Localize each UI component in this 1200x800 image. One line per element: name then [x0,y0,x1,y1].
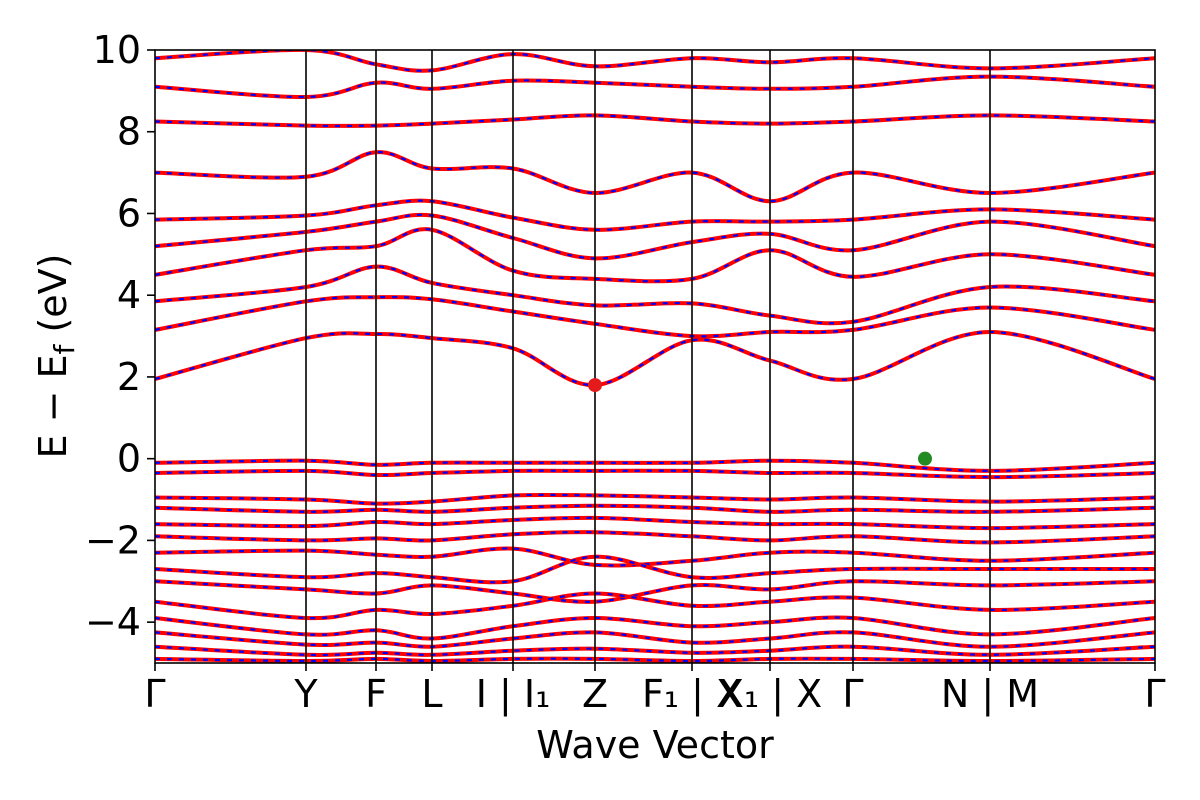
band-line-dashed-17 [155,547,1155,567]
band-line-dashed-24 [155,657,1155,663]
y-tick-label: 0 [117,437,141,481]
band-line-dashed-18 [155,555,1155,584]
band-line-dashed-10 [155,50,1155,72]
band-line-20 [155,591,1155,621]
band-line-13 [155,492,1155,506]
y-tick-label: 2 [117,355,141,399]
band-line-dashed-23 [155,645,1155,657]
x-tick-label: N | M [941,672,1039,717]
band-line-dashed-20 [155,592,1155,620]
band-line-14 [155,503,1155,514]
band-line-dashed-15 [155,516,1155,530]
x-tick-label: Y [293,672,318,716]
band-line-dashed-7 [155,151,1155,203]
band-line-dashed-1 [155,330,1155,387]
band-line-dashed-16 [155,531,1155,544]
y-axis: 10 8 6 4 2 0 −2 −4 [85,28,155,644]
x-axis-title: Wave Vector [536,723,774,767]
band-line-3 [155,264,1155,326]
band-line-dashed-13 [155,493,1155,505]
band-line-dashed-9 [155,75,1155,99]
band-edge-markers [588,378,932,466]
y-tick-label: −2 [85,518,141,562]
x-tick-label: F [365,672,387,716]
band-line-6 [155,198,1155,232]
band-line-4 [155,227,1155,284]
band-line-dashed-5 [155,213,1155,260]
x-tick-label: Γ [1144,672,1165,716]
x-tick-label: I | I₁ [476,672,551,717]
x-tick-label: X₁ | X [718,672,822,717]
y-tick-label: −4 [85,600,141,644]
x-tick-label: L [421,672,442,716]
band-line-9 [155,74,1155,100]
band-line-dashed-8 [155,114,1155,128]
band-line-7 [155,150,1155,204]
band-line-dashed-22 [155,631,1155,648]
band-line-dashed-11 [155,459,1155,473]
y-tick-label: 8 [117,110,141,154]
band-line-dashed-14 [155,504,1155,513]
x-tick-label: F₁ | X [642,672,742,717]
band-line-24 [155,656,1155,663]
y-axis-title: E − Ef (eV) [31,253,81,458]
band-line-dashed-2 [155,295,1155,338]
band-line-dashed-12 [155,469,1155,479]
x-tick-label: Γ [842,672,863,716]
vbm-marker [918,451,932,466]
x-tick-label: Z [582,672,608,716]
band-lines [155,50,1155,663]
band-line-8 [155,113,1155,128]
band-line-dashed-3 [155,265,1155,325]
cbm-marker [588,378,602,393]
plot-frame [154,49,1156,664]
band-line-dashed-21 [155,616,1155,640]
y-tick-label: 6 [117,191,141,235]
band-line-17 [155,546,1155,568]
x-tick-label: Γ [144,672,165,716]
band-line-21 [155,615,1155,641]
high-symmetry-lines [305,50,991,663]
band-line-dashed-6 [155,199,1155,231]
y-tick-label: 4 [117,273,141,317]
band-line-16 [155,530,1155,545]
band-line-15 [155,515,1155,531]
y-tick-label: 10 [93,28,141,72]
band-line-dashed-19 [155,580,1155,603]
band-line-1 [155,329,1155,388]
band-line-dashed-4 [155,228,1155,283]
